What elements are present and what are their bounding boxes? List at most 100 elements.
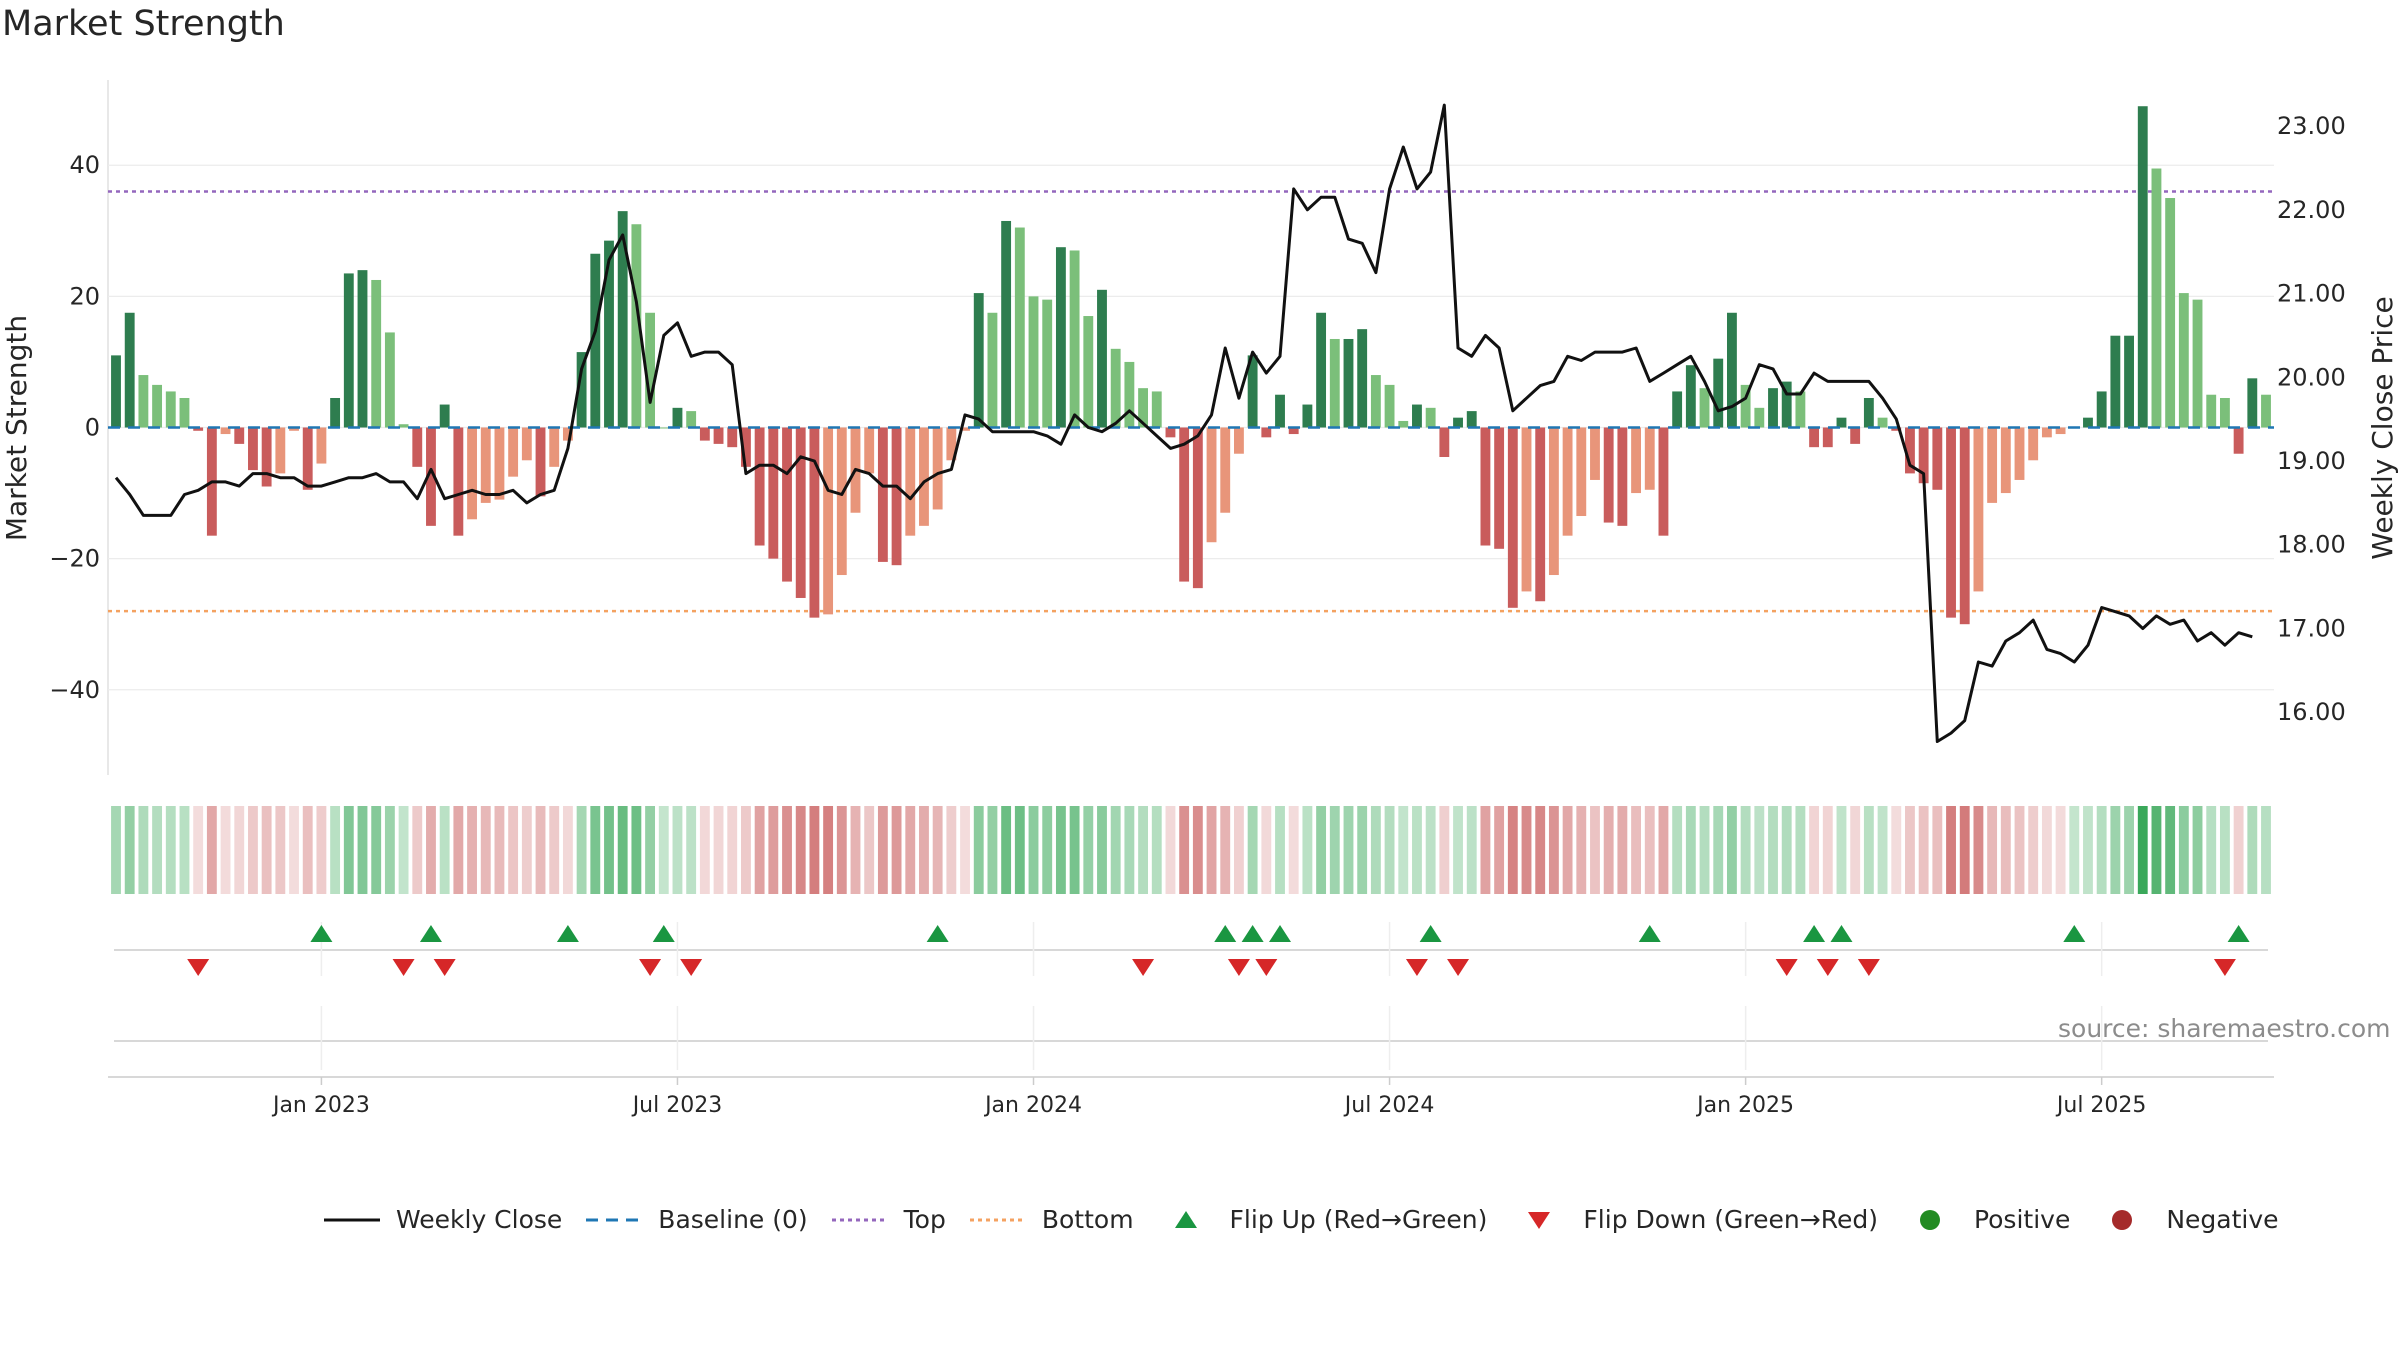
heat-cell xyxy=(1658,806,1669,894)
y2-tick-label: 19.00 xyxy=(2277,447,2346,475)
heat-cell xyxy=(2247,806,2258,894)
strength-bar xyxy=(1110,348,1121,428)
strength-bar xyxy=(1836,417,1847,428)
strength-bar xyxy=(1877,417,1888,428)
heat-cell xyxy=(275,806,286,894)
strength-bar xyxy=(1959,427,1970,625)
heat-cell xyxy=(1480,806,1491,894)
flip-up-marker xyxy=(1269,925,1292,942)
strength-bar xyxy=(1069,250,1080,428)
y-tick-label: −20 xyxy=(49,545,100,573)
flip-down-marker xyxy=(187,959,210,976)
heat-cell xyxy=(1370,806,1381,894)
legend-item: Top xyxy=(830,1205,946,1234)
strength-bar xyxy=(453,427,464,536)
y-tick-label: −40 xyxy=(49,676,100,704)
x-tick-label: Jul 2025 xyxy=(2055,1093,2147,1118)
heat-cell xyxy=(1507,806,1518,894)
strength-bar xyxy=(2000,427,2011,494)
y-axis-title: Market Strength xyxy=(0,315,33,541)
strength-bar xyxy=(576,352,587,428)
heat-cell xyxy=(220,806,231,894)
strength-bar xyxy=(1316,312,1327,428)
heat-cell xyxy=(1850,806,1861,894)
heat-cell xyxy=(521,806,532,894)
heat-cell xyxy=(2041,806,2052,894)
strength-bar xyxy=(782,427,792,582)
strength-bar xyxy=(1343,338,1354,428)
strength-bar xyxy=(1713,358,1724,428)
strength-bar xyxy=(987,312,998,428)
legend-item: Flip Up (Red→Green) xyxy=(1156,1205,1487,1234)
heat-cell xyxy=(1165,806,1176,894)
strength-bar xyxy=(1398,420,1409,428)
heat-cell xyxy=(699,806,710,894)
heat-cell xyxy=(1343,806,1354,894)
strength-bar xyxy=(2124,335,2134,428)
triangle-down-icon xyxy=(1528,1211,1551,1229)
flip-down-marker xyxy=(1255,959,1278,976)
strength-bar xyxy=(1042,299,1053,428)
heat-cell xyxy=(234,806,245,894)
strength-bar xyxy=(877,427,888,562)
strength-bar xyxy=(165,391,176,428)
heat-cell xyxy=(1877,806,1888,894)
flip-up-marker xyxy=(1803,925,1826,942)
strength-bar xyxy=(1562,427,1573,536)
strength-bar xyxy=(179,397,190,428)
heat-cell xyxy=(2014,806,2025,894)
heat-cell xyxy=(111,806,121,894)
flip-down-marker xyxy=(392,959,415,976)
strength-bar xyxy=(289,427,299,431)
heat-cell xyxy=(1672,806,1683,894)
heat-cell xyxy=(2110,806,2121,894)
heat-cell xyxy=(946,806,957,894)
flip-up-marker xyxy=(926,925,949,942)
strength-bar xyxy=(672,407,683,428)
heat-cell xyxy=(343,806,354,894)
strength-bar xyxy=(1439,427,1450,458)
strength-bar xyxy=(508,427,519,477)
strength-bar xyxy=(248,427,258,471)
strength-bar xyxy=(1699,388,1710,428)
strength-bar xyxy=(1658,427,1669,536)
strength-bar xyxy=(1179,427,1190,582)
strength-bar xyxy=(1425,407,1436,428)
strength-bar xyxy=(357,270,368,428)
strength-bar xyxy=(1809,427,1820,448)
heat-cell xyxy=(1329,806,1340,894)
heat-cell xyxy=(877,806,888,894)
heat-cell xyxy=(1110,806,1121,894)
heat-cell xyxy=(1535,806,1546,894)
flip-down-marker xyxy=(1857,959,1880,976)
heat-cell xyxy=(1220,806,1231,894)
strength-bar xyxy=(1973,427,1984,592)
strength-bar xyxy=(1918,427,1929,484)
flip-up-marker xyxy=(1214,925,1237,942)
heat-cell xyxy=(1453,806,1463,894)
strength-bar xyxy=(1124,361,1135,428)
strength-bar xyxy=(111,355,121,428)
strength-bar xyxy=(2192,299,2203,428)
heat-cell xyxy=(124,806,135,894)
strength-bar xyxy=(1234,427,1244,454)
heat-cell xyxy=(2151,806,2162,894)
legend-label: Weekly Close xyxy=(396,1205,563,1234)
strength-bar xyxy=(1014,227,1025,428)
strength-bar xyxy=(412,427,423,467)
legend-label: Bottom xyxy=(1041,1205,1134,1234)
strength-bar xyxy=(521,427,532,461)
x-tick-label: Jan 2024 xyxy=(983,1093,1082,1118)
heat-cell xyxy=(1138,806,1148,894)
strength-bar xyxy=(330,397,341,428)
strength-bar xyxy=(1412,404,1422,428)
heat-cell xyxy=(2261,806,2271,894)
heat-cell xyxy=(590,806,601,894)
line-solid-icon xyxy=(324,1218,380,1221)
flip-up-marker xyxy=(310,925,333,942)
strength-bar xyxy=(2151,168,2162,428)
strength-bar xyxy=(2096,391,2107,428)
heat-cell xyxy=(1699,806,1710,894)
triangle-up-icon xyxy=(1174,1210,1197,1228)
strength-bar xyxy=(1329,338,1340,428)
